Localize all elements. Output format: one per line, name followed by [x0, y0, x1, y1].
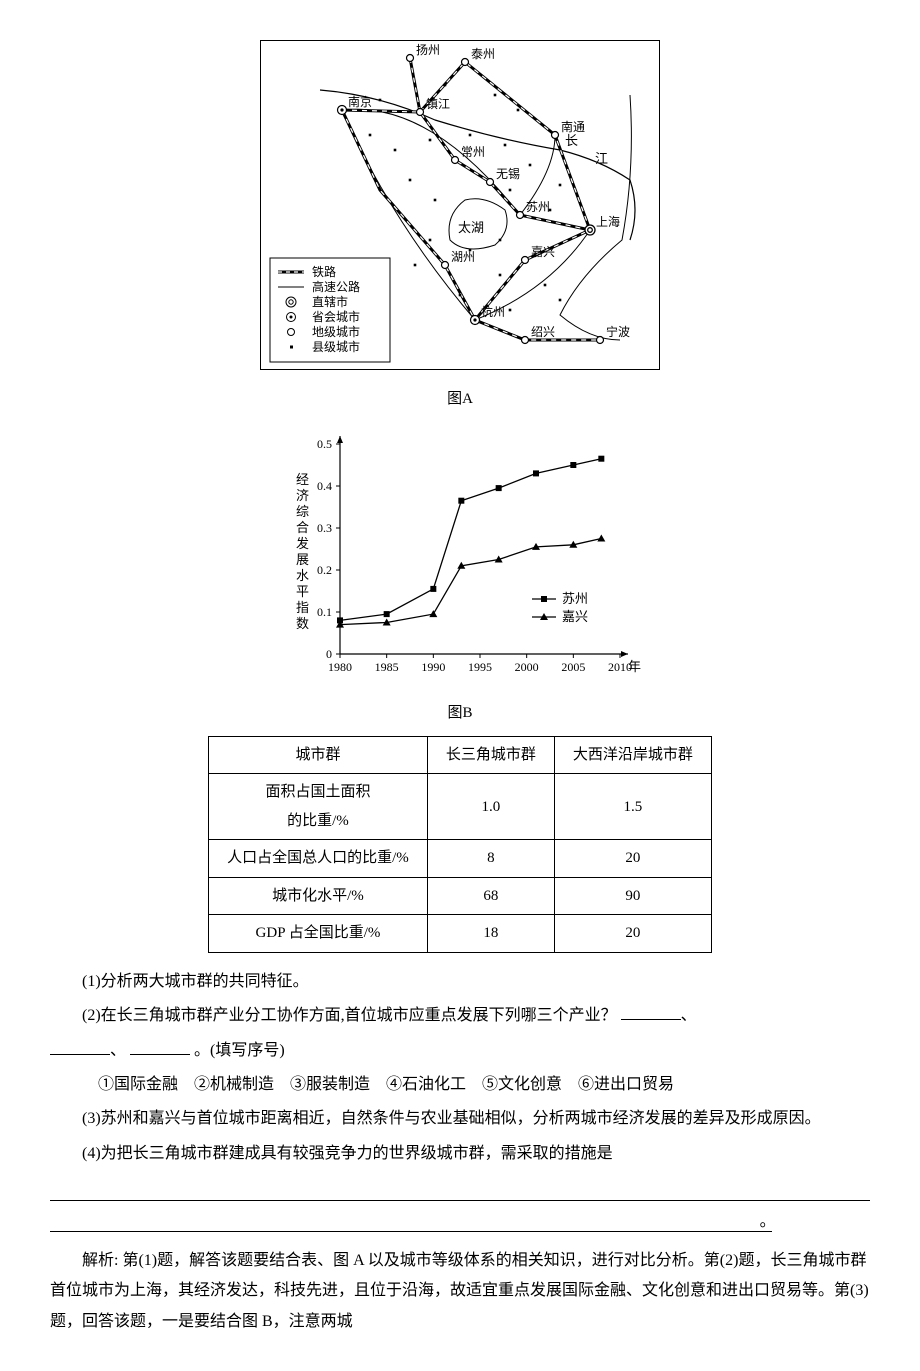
blank-3 — [130, 1038, 190, 1055]
svg-text:县级城市: 县级城市 — [312, 339, 360, 354]
svg-text:嘉兴: 嘉兴 — [531, 245, 555, 259]
svg-text:苏州: 苏州 — [526, 200, 550, 214]
question-2-line2: 、 。(填写序号) — [50, 1036, 870, 1066]
svg-text:0.3: 0.3 — [317, 521, 332, 535]
svg-text:1985: 1985 — [375, 660, 399, 674]
svg-text:绍兴: 绍兴 — [531, 325, 555, 339]
question-3: (3)苏州和嘉兴与首位城市距离相近，自然条件与农业基础相似，分析两城市经济发展的… — [50, 1104, 870, 1134]
question-4: (4)为把长三角城市群建成具有较强竞争力的世界级城市群，需采取的措施是 — [50, 1139, 870, 1169]
svg-text:铁路: 铁路 — [312, 264, 336, 279]
svg-text:镇江: 镇江 — [426, 97, 450, 111]
svg-text:太湖: 太湖 — [458, 220, 484, 235]
svg-text:省会城市: 省会城市 — [312, 309, 360, 324]
blank-1 — [621, 1003, 681, 1020]
question-2-options: ①国际金融 ②机械制造 ③服装制造 ④石油化工 ⑤文化创意 ⑥进出口贸易 — [50, 1070, 870, 1100]
svg-text:综: 综 — [296, 504, 309, 519]
map-caption: 图A — [50, 385, 870, 414]
svg-text:0.1: 0.1 — [317, 605, 332, 619]
svg-text:指: 指 — [296, 600, 309, 615]
svg-text:杭州: 杭州 — [481, 304, 505, 319]
svg-text:苏州: 苏州 — [562, 591, 588, 606]
svg-text:宁波: 宁波 — [606, 324, 630, 339]
svg-text:济: 济 — [296, 488, 309, 503]
comparison-table: 城市群长三角城市群大西洋沿岸城市群面积占国土面积的比重/%1.01.5人口占全国… — [208, 736, 712, 953]
svg-text:发: 发 — [296, 536, 309, 551]
analysis-lead: 解析: — [82, 1252, 118, 1269]
svg-text:合: 合 — [296, 520, 309, 535]
svg-text:常州: 常州 — [461, 145, 485, 159]
q2-tail: 。(填写序号) — [194, 1042, 285, 1059]
svg-text:无锡: 无锡 — [496, 166, 520, 181]
question-2: (2)在长三角城市群产业分工协作方面,首位城市应重点发展下列哪三个产业？ 、 — [50, 1001, 870, 1031]
chart-caption: 图B — [50, 699, 870, 728]
svg-text:湖州: 湖州 — [451, 249, 475, 264]
svg-text:江: 江 — [595, 151, 608, 166]
analysis-paragraph: 解析: 第(1)题，解答该题要结合表、图 A 以及城市等级体系的相关知识，进行对… — [50, 1246, 870, 1337]
chart-figure: 0 0.1 0.2 0.3 0.4 0.5 1980 1985 1990 1995 2000 2005… — [50, 424, 870, 695]
svg-text:1990: 1990 — [421, 660, 445, 674]
svg-text:扬州: 扬州 — [416, 42, 440, 57]
map-figure: 长江太湖 扬州 泰州南京 镇江南通常州无锡苏州上海湖州 嘉兴杭州绍兴 宁波 铁路高速公路直辖… — [50, 40, 870, 381]
answer-line-1 — [50, 1177, 870, 1200]
svg-text:展: 展 — [296, 552, 309, 567]
svg-text:0.4: 0.4 — [317, 479, 332, 493]
analysis-body: 第(1)题，解答该题要结合表、图 A 以及城市等级体系的相关知识，进行对比分析。… — [50, 1252, 869, 1330]
answer-line-2 — [50, 1209, 772, 1232]
svg-text:高速公路: 高速公路 — [312, 279, 360, 294]
svg-text:年: 年 — [628, 659, 641, 674]
svg-text:直辖市: 直辖市 — [312, 294, 348, 309]
svg-text:0: 0 — [326, 647, 332, 661]
svg-text:经: 经 — [296, 472, 309, 487]
svg-text:南京: 南京 — [348, 94, 372, 109]
svg-text:2000: 2000 — [515, 660, 539, 674]
svg-text:1980: 1980 — [328, 660, 352, 674]
svg-text:0.5: 0.5 — [317, 437, 332, 451]
svg-text:泰州: 泰州 — [471, 47, 495, 61]
blank-2 — [50, 1038, 110, 1055]
svg-text:1995: 1995 — [468, 660, 492, 674]
q2-lead: (2)在长三角城市群产业分工协作方面,首位城市应重点发展下列哪三个产业？ — [82, 1007, 617, 1024]
svg-text:嘉兴: 嘉兴 — [562, 609, 588, 624]
svg-text:数: 数 — [296, 616, 309, 631]
svg-text:平: 平 — [296, 584, 309, 599]
svg-text:2005: 2005 — [561, 660, 585, 674]
svg-text:水: 水 — [296, 568, 309, 583]
svg-text:地级城市: 地级城市 — [312, 324, 360, 339]
chart-svg: 0 0.1 0.2 0.3 0.4 0.5 1980 1985 1990 1995 2000 2005… — [275, 424, 645, 684]
svg-text:南通: 南通 — [561, 119, 585, 134]
svg-text:0.2: 0.2 — [317, 563, 332, 577]
question-1: (1)分析两大城市群的共同特征。 — [50, 967, 870, 997]
map-svg: 长江太湖 扬州 泰州南京 镇江南通常州无锡苏州上海湖州 嘉兴杭州绍兴 宁波 铁路高速公路直辖… — [260, 40, 660, 370]
svg-text:长: 长 — [565, 133, 578, 148]
svg-text:上海: 上海 — [596, 214, 620, 229]
